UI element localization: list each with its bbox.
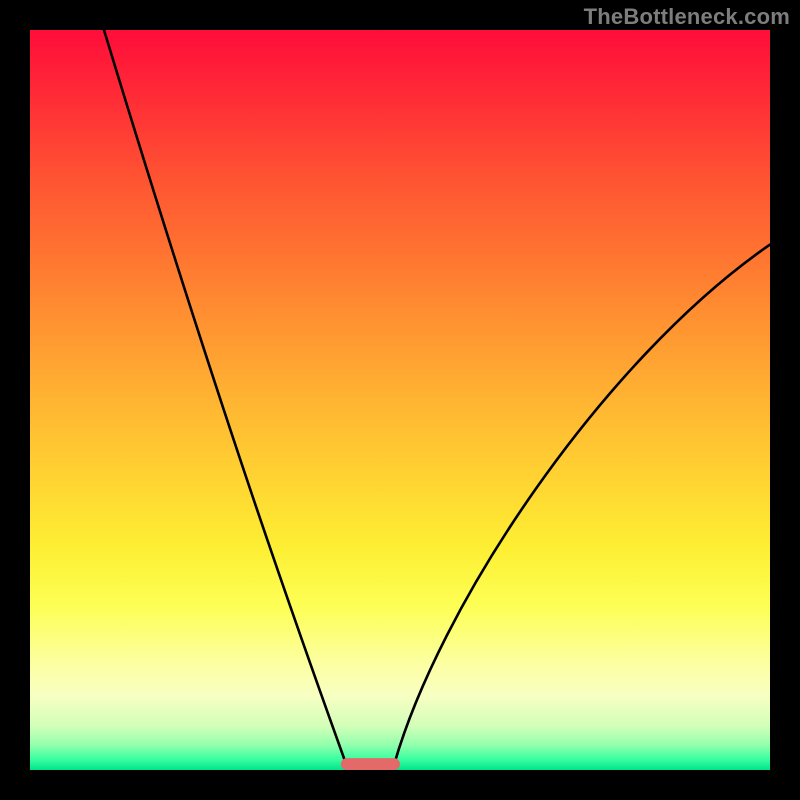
bottleneck-chart bbox=[0, 0, 800, 800]
watermark-text: TheBottleneck.com bbox=[584, 4, 790, 30]
plot-area bbox=[30, 30, 770, 770]
optimal-range-marker bbox=[341, 758, 400, 770]
